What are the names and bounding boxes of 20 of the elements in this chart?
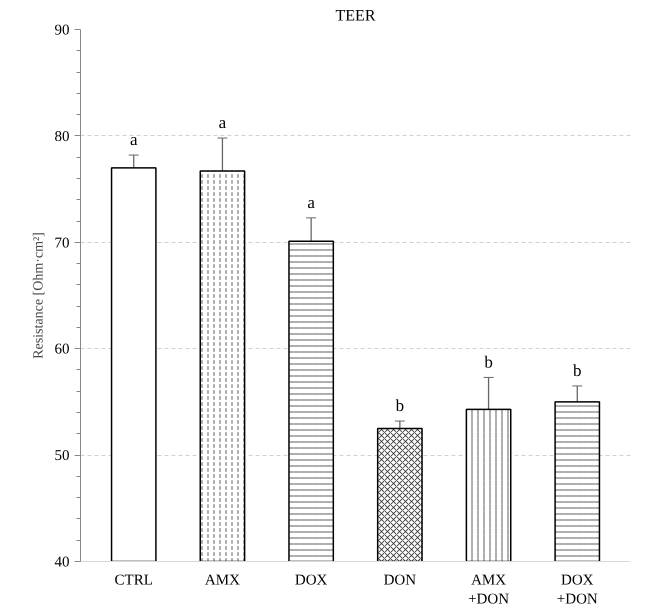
y-tick-label: 90 [54, 22, 70, 38]
chart-title: TEER [336, 8, 376, 24]
annotation: b [396, 396, 404, 416]
y-tick-label: 80 [54, 128, 70, 145]
x-tick-label: DOX +DON [556, 572, 598, 608]
x-tick-label: DON [384, 572, 416, 588]
annotation: a [307, 192, 316, 212]
y-tick-label: 70 [54, 235, 70, 252]
x-tick-label: DOX [294, 572, 328, 588]
x-tick-label: AMX [204, 572, 240, 588]
y-tick-label: 50 [54, 448, 70, 464]
annotation: a [130, 130, 138, 150]
y-axis-title: Resistance [Ohm·cm²] [32, 232, 46, 359]
annotation: b [484, 352, 493, 372]
y-tick-label: 40 [54, 554, 70, 570]
x-tick-label: AMX +DON [468, 572, 510, 608]
x-tick-label: CTRL [114, 572, 153, 588]
y-tick-label: 60 [54, 342, 70, 358]
annotation: a [218, 113, 227, 132]
annotation: b [573, 360, 582, 380]
